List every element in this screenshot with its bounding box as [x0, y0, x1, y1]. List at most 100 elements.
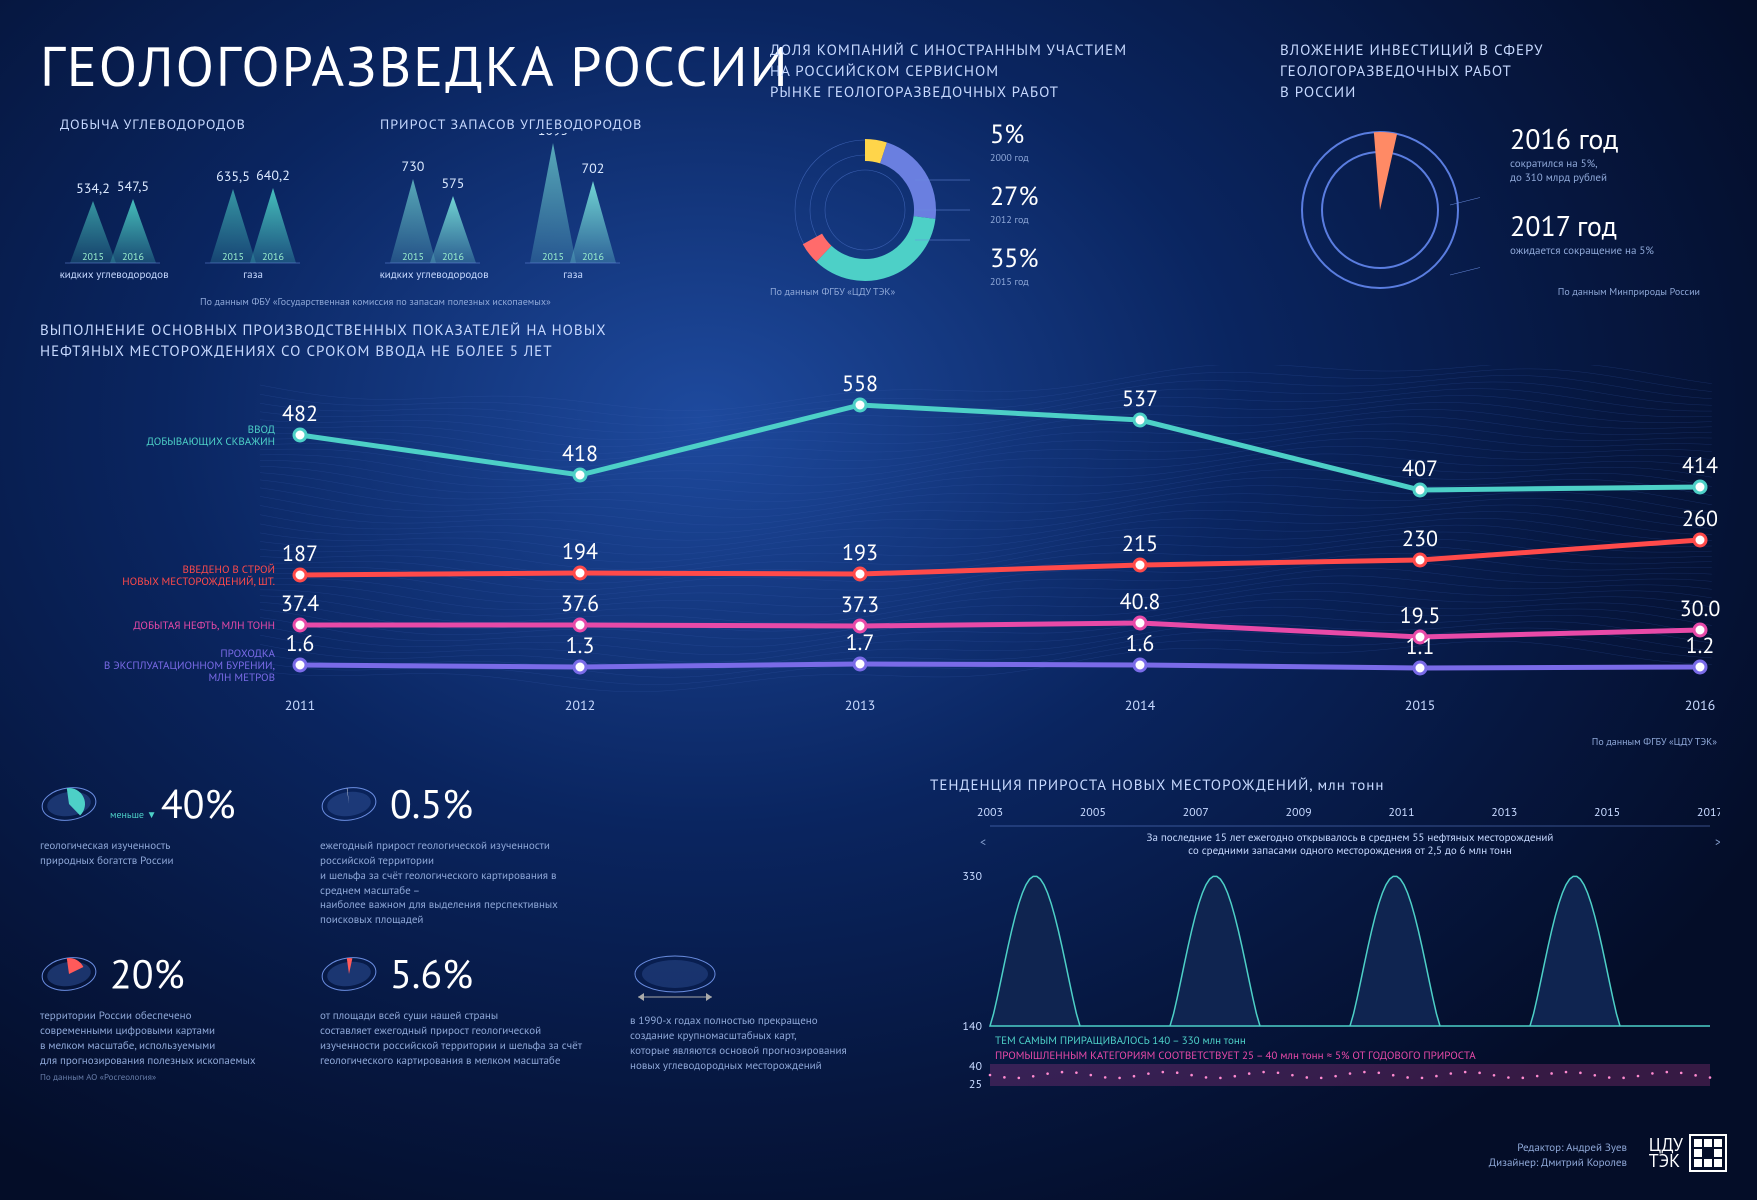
svg-text:537: 537 [1122, 385, 1158, 413]
svg-text:2016: 2016 [122, 250, 144, 263]
svg-text:1.6: 1.6 [286, 630, 315, 658]
fact-text: геологическая изученность природных бога… [40, 839, 320, 869]
svg-text:2015: 2015 [402, 250, 424, 263]
svg-text:2011: 2011 [285, 696, 316, 714]
map-icon [630, 945, 720, 1003]
svg-text:2005: 2005 [1080, 805, 1106, 820]
extraction-block: ДОБЫЧА УГЛЕВОДОРОДОВ 534,2 2015 547,5 2016 ж… [60, 115, 360, 288]
svg-text:215: 215 [1122, 530, 1158, 558]
svg-text:2016: 2016 [582, 250, 604, 263]
foreign-pct: 5% [990, 118, 1024, 151]
footer-editor: Редактор: Андрей Зуев [1517, 1141, 1627, 1155]
fact-text: ежегодный прирост геологической изученно… [320, 839, 600, 928]
invest-2016-desc: сократился на 5%, до 310 млрд рублей [1510, 157, 1654, 185]
svg-text:407: 407 [1402, 455, 1438, 483]
svg-text:1.2: 1.2 [1686, 632, 1715, 660]
svg-text:2013: 2013 [845, 696, 876, 714]
svg-text:2015: 2015 [542, 250, 564, 263]
fact-item: 0.5% ежегодный прирост геологической изуч… [320, 775, 600, 928]
svg-text:2011: 2011 [1388, 805, 1414, 820]
svg-text:2017: 2017 [1697, 805, 1720, 820]
svg-text:37.3: 37.3 [841, 591, 879, 619]
svg-text:730: 730 [402, 157, 425, 175]
svg-text:1.1: 1.1 [1406, 633, 1435, 661]
fact-item: меньше ▼ 40%геологическая изученность пр… [40, 775, 320, 869]
svg-text:330: 330 [962, 869, 982, 884]
footer-designer: Дизайнер: Дмитрий Королев [1489, 1156, 1627, 1170]
fact-item: 20%территории России обеспечено современ… [40, 945, 320, 1083]
invest-2017-desc: ожидается сокращение на 5% [1510, 244, 1654, 258]
svg-text:140: 140 [962, 1019, 982, 1034]
svg-text:260: 260 [1682, 505, 1718, 533]
reserves-chart: 73020155752016жидких углеводородов109520… [380, 133, 720, 283]
foreign-year: 2012 год [990, 213, 1038, 226]
extraction-chart: 534,2 2015 547,5 2016 жидких углеводородов 63… [60, 133, 360, 283]
svg-text:ДОБЫТАЯ НЕФТЬ, МЛН ТОНН: ДОБЫТАЯ НЕФТЬ, МЛН ТОНН [133, 619, 275, 633]
svg-text:575: 575 [442, 174, 465, 192]
svg-text:40: 40 [969, 1059, 983, 1074]
foreign-year: 2000 год [990, 151, 1038, 164]
svg-text:40.8: 40.8 [1120, 588, 1161, 616]
svg-text:ТЕМ САМЫМ ПРИРАЩИВАЛОСЬ 140 –: ТЕМ САМЫМ ПРИРАЩИВАЛОСЬ 140 – 330 млн то… [995, 1034, 1246, 1048]
svg-text:534,2: 534,2 [76, 179, 110, 197]
foreign-pct: 27% [990, 180, 1038, 213]
svg-text:2013: 2013 [1491, 805, 1517, 820]
svg-text:482: 482 [282, 400, 318, 428]
svg-text:1.6: 1.6 [1126, 630, 1155, 658]
fact-pct: 0.5% [390, 778, 473, 830]
fact-text: от площади всей суши нашей страны состав… [320, 1009, 600, 1068]
trend-chart: 20032005200720092011201320152017<>За пос… [930, 796, 1720, 1126]
fact-pct: 20% [110, 948, 185, 1000]
svg-text:187: 187 [282, 540, 318, 568]
svg-text:193: 193 [842, 539, 878, 567]
svg-text:>: > [1715, 835, 1720, 850]
fact-item: 5.6% от площади всей суши нашей страны со… [320, 945, 600, 1068]
svg-text:37.4: 37.4 [281, 590, 319, 618]
svg-text:жидких углеводородов: жидких углеводородов [380, 268, 489, 282]
svg-text:<: < [980, 835, 986, 850]
invest-2017-title: 2017 год [1510, 207, 1654, 244]
svg-text:ВВЕДЕНО В СТРОЙНОВЫХ МЕСТОРОЖД: ВВЕДЕНО В СТРОЙНОВЫХ МЕСТОРОЖДЕНИЙ, ШТ. [122, 563, 275, 589]
foreign-source: По данным ФГБУ «ЦДУ ТЭК» [770, 285, 895, 298]
reserves-block: ПРИРОСТ ЗАПАСОВ УГЛЕВОДОРОДОВ 730 2015 575… [380, 115, 720, 288]
svg-text:2016: 2016 [1685, 696, 1716, 714]
svg-text:2015: 2015 [1594, 805, 1620, 820]
foreign-heading: ДОЛЯ КОМПАНИЙ С ИНОСТРАННЫМ УЧАСТИЕМ НА … [770, 40, 1240, 103]
invest-source: По данным Минприроды России [1558, 285, 1700, 298]
invest-donut [1280, 110, 1480, 290]
svg-text:2014: 2014 [1125, 696, 1156, 714]
foreign-year: 2015 год [990, 275, 1038, 288]
svg-text:ПРОХОДКАВ ЭКСПЛУАТАЦИОННОМ БУР: ПРОХОДКАВ ЭКСПЛУАТАЦИОННОМ БУРЕНИИ,МЛН М… [104, 647, 276, 685]
reserves-heading: ПРИРОСТ ЗАПАСОВ УГЛЕВОДОРОДОВ [380, 115, 720, 133]
svg-text:19.5: 19.5 [1400, 602, 1441, 630]
svg-text:газа: газа [243, 268, 263, 282]
fact-pct: 5.6% [390, 948, 473, 1000]
extraction-heading: ДОБЫЧА УГЛЕВОДОРОДОВ [60, 115, 360, 133]
invest-heading: ВЛОЖЕНИЕ ИНВЕСТИЦИЙ В СФЕРУ ГЕОЛОГОРАЗВЕ… [1280, 40, 1720, 103]
map-icon [320, 945, 378, 1003]
svg-text:2003: 2003 [977, 805, 1003, 820]
fact-text: в 1990-х годах полностью прекращено созд… [630, 1014, 910, 1073]
svg-text:414: 414 [1682, 452, 1718, 480]
svg-text:635,5: 635,5 [216, 167, 250, 185]
foreign-block: ДОЛЯ КОМПАНИЙ С ИНОСТРАННЫМ УЧАСТИЕМ НА … [770, 40, 1240, 103]
svg-text:2015: 2015 [222, 250, 244, 263]
svg-text:230: 230 [1402, 525, 1438, 553]
svg-text:37.6: 37.6 [561, 590, 599, 618]
svg-text:2016: 2016 [442, 250, 464, 263]
svg-text:2015: 2015 [1405, 696, 1436, 714]
svg-text:1.3: 1.3 [566, 632, 595, 660]
map-icon [40, 775, 98, 833]
svg-text:жидких углеводородов: жидких углеводородов [60, 268, 169, 282]
svg-text:2015: 2015 [82, 250, 104, 263]
svg-text:ПРОМЫШЛЕННЫМ КАТЕГОРИЯМ СООТВЕ: ПРОМЫШЛЕННЫМ КАТЕГОРИЯМ СООТВЕТСТВУЕТ 25… [995, 1049, 1476, 1063]
svg-text:25: 25 [969, 1077, 982, 1092]
invest-block: ВЛОЖЕНИЕ ИНВЕСТИЦИЙ В СФЕРУ ГЕОЛОГОРАЗВЕ… [1280, 40, 1720, 103]
svg-text:1.7: 1.7 [846, 629, 875, 657]
page-title: ГЕОЛОГОРАЗВЕДКА РОССИИ [40, 30, 790, 102]
svg-text:640,2: 640,2 [256, 166, 290, 184]
map-icon [40, 945, 98, 1003]
svg-text:702: 702 [582, 159, 605, 177]
extraction-source: По данным ФБУ «Государственная комиссия … [200, 295, 551, 308]
svg-text:547,5: 547,5 [117, 177, 149, 195]
